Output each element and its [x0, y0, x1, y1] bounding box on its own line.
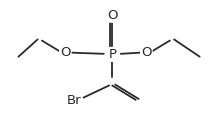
Text: O: O — [141, 46, 152, 59]
Text: O: O — [107, 9, 118, 22]
Text: P: P — [108, 48, 116, 61]
Text: O: O — [60, 46, 71, 59]
Text: Br: Br — [67, 94, 81, 107]
